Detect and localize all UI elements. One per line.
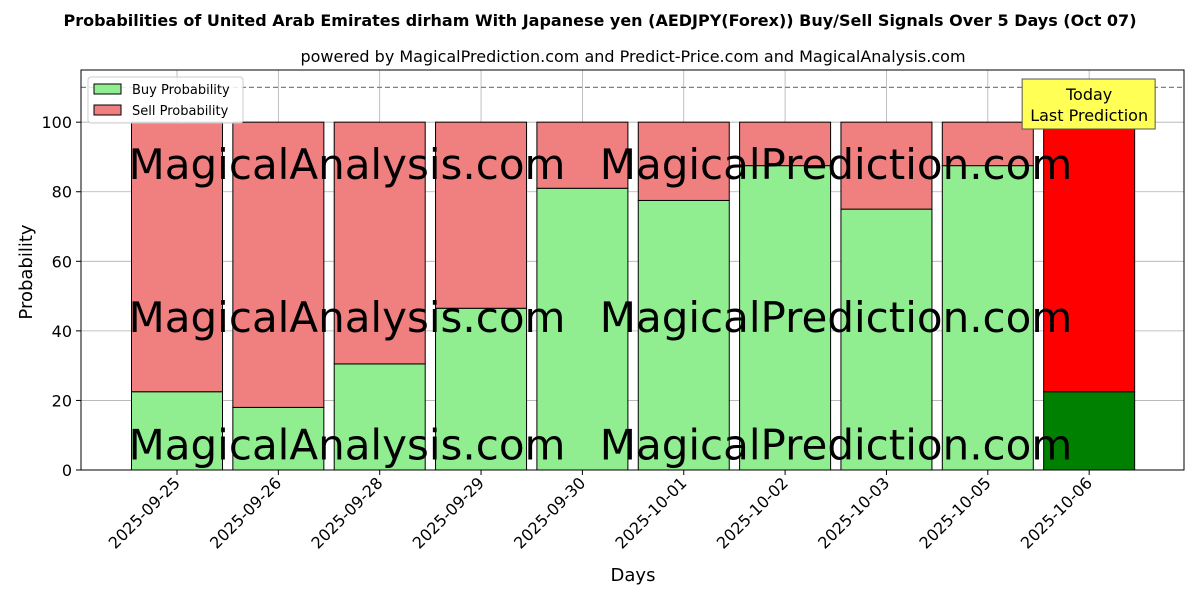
y-tick-label: 40 (52, 322, 72, 341)
watermark-layer: MagicalAnalysis.com MagicalPrediction.com… (129, 140, 1073, 470)
watermark-text: MagicalAnalysis.com (129, 293, 566, 342)
sell-bar (232, 121, 325, 408)
buy-bar (637, 199, 730, 471)
x-tick-label: 2025-10-03 (814, 473, 893, 552)
x-tick-label: 2025-10-01 (611, 473, 690, 552)
chart-subtitle: powered by MagicalPrediction.com and Pre… (300, 47, 965, 66)
sell-bar (840, 121, 933, 210)
legend-label: Buy Probability (132, 83, 230, 98)
sell-bar (333, 121, 426, 365)
watermark-text: MagicalAnalysis.com (129, 421, 566, 470)
legend-box (87, 76, 244, 124)
y-tick-label: 60 (52, 252, 72, 271)
legend-label: Sell Probability (132, 104, 229, 119)
bars-layer (131, 121, 1136, 471)
x-axis-label: Days (611, 565, 656, 586)
plot-frame (80, 69, 1185, 471)
x-tick-label: 2025-10-06 (1017, 473, 1096, 552)
buy-bar (739, 165, 832, 471)
x-tick-label: 2025-09-30 (510, 473, 589, 552)
watermark-text: MagicalPrediction.com (600, 421, 1073, 470)
sell-bar (637, 121, 730, 201)
annotation-text: Today (1065, 85, 1112, 104)
x-tick-label: 2025-09-28 (307, 473, 386, 552)
y-tick-label: 80 (52, 183, 72, 202)
annotation-text: Last Prediction (1030, 106, 1148, 125)
x-tick-label: 2025-10-05 (915, 473, 994, 552)
y-tick-label: 0 (62, 461, 72, 480)
sell-bar (739, 121, 832, 167)
watermark-text: MagicalAnalysis.com (129, 140, 566, 189)
legend-swatch (93, 83, 122, 95)
sell-bar (536, 121, 629, 189)
buy-bar (435, 307, 528, 471)
chart-title: Probabilities of United Arab Emirates di… (63, 11, 1136, 30)
watermark-text: MagicalPrediction.com (600, 293, 1073, 342)
x-tick-label: 2025-09-25 (105, 473, 184, 552)
y-axis-label: Probability (16, 224, 37, 319)
buy-bar (333, 363, 426, 471)
annotation-box (1021, 78, 1156, 130)
sell-bar (131, 121, 223, 393)
legend-swatch (93, 104, 122, 116)
x-tick-label: 2025-10-02 (713, 473, 792, 552)
y-tick-label: 20 (52, 391, 72, 410)
y-tick-label: 100 (41, 113, 72, 132)
watermark-text: MagicalPrediction.com (600, 140, 1073, 189)
buy-bar (941, 165, 1034, 471)
buy-bar (1043, 391, 1136, 471)
buy-bar (536, 187, 629, 471)
x-tick-label: 2025-09-29 (409, 473, 488, 552)
legend-layer: Buy Probability Sell Probability (87, 76, 244, 124)
sell-bar (435, 121, 528, 309)
buy-bar (840, 208, 933, 471)
sell-bar (941, 121, 1034, 167)
x-tick-label: 2025-09-26 (206, 473, 285, 552)
sell-bar (1043, 121, 1136, 393)
annotation-layer: Today Last Prediction (1021, 78, 1156, 130)
